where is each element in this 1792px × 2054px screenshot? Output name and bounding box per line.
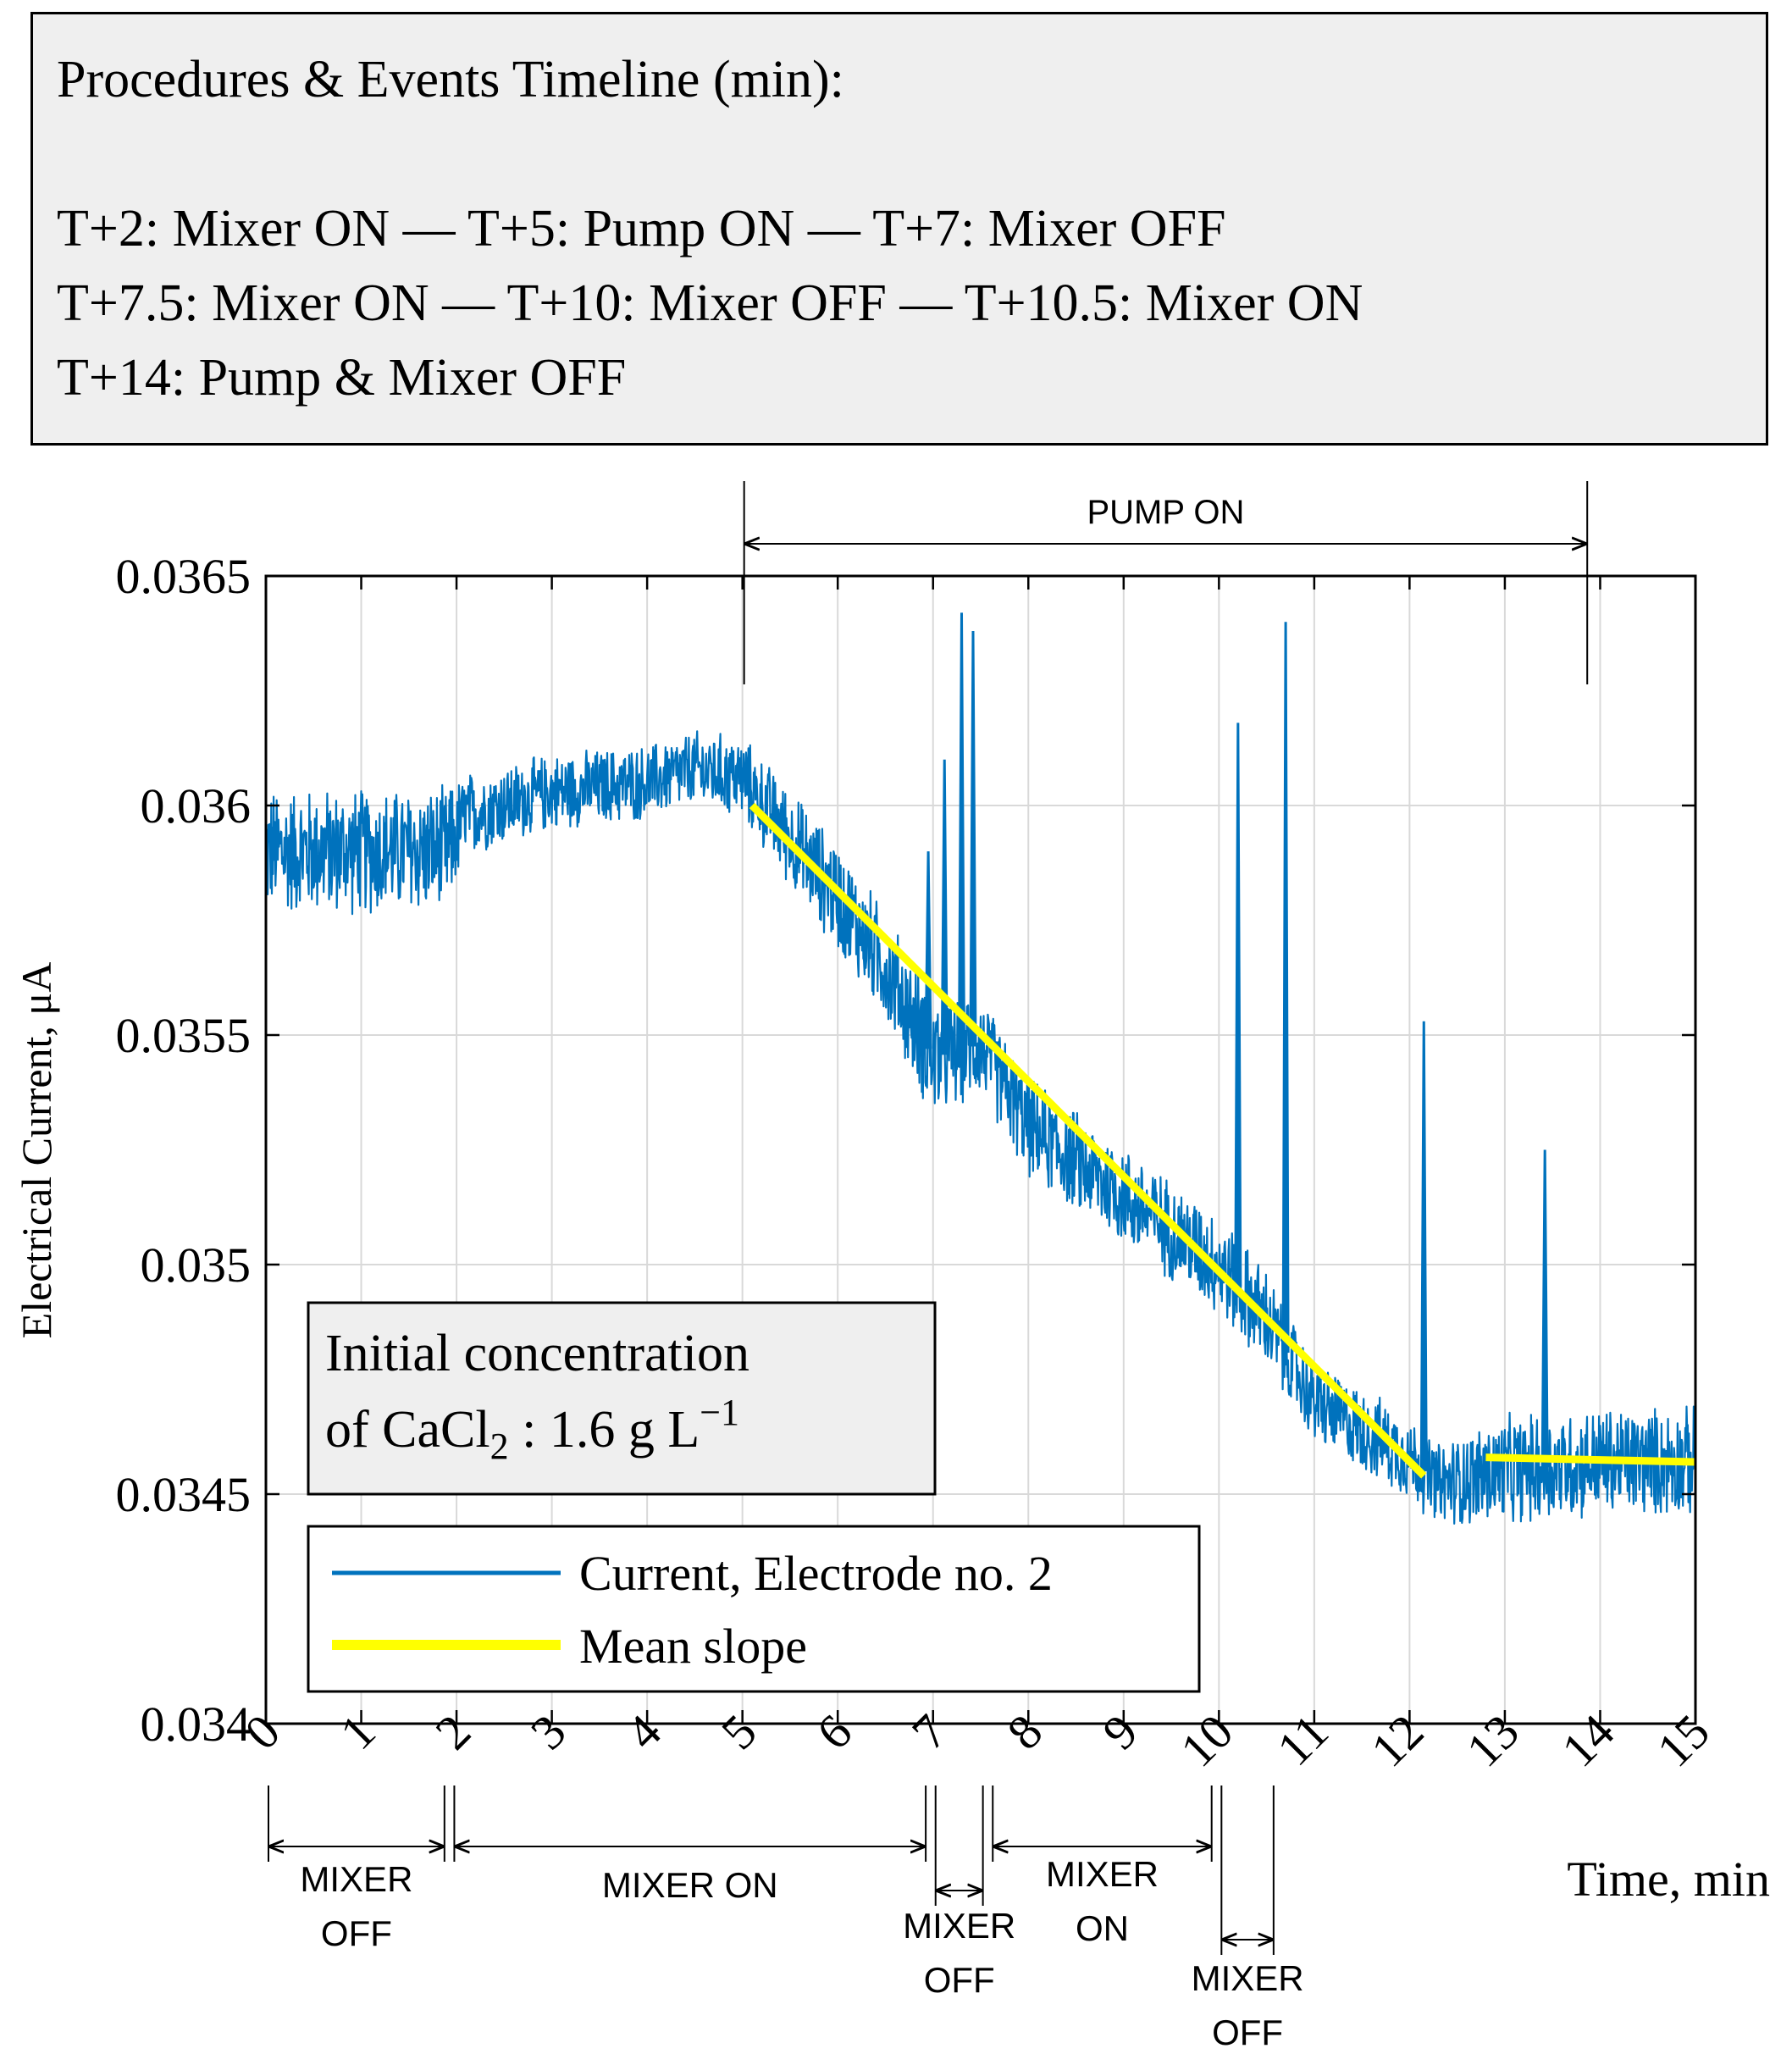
timeline-title: Procedures & Events Timeline (min):: [57, 51, 844, 108]
x-tick-label: 9: [1092, 1703, 1148, 1759]
annotation-box: [307, 1301, 937, 1496]
mixer-span-label: ON: [1076, 1908, 1129, 1948]
current-spike: [1540, 1149, 1549, 1468]
current-trace-group: [266, 612, 1695, 1525]
legend-box: [307, 1525, 1201, 1693]
x-axis-label: Time, min: [1567, 1852, 1770, 1907]
current-spike: [1234, 722, 1242, 1287]
axis-ticks: [264, 574, 1697, 1725]
mixer-span-label: MIXER: [903, 1906, 1015, 1946]
x-tick-label: 3: [520, 1703, 576, 1759]
mixer-span-label: OFF: [321, 1913, 392, 1953]
mixer-span-label: MIXER: [1192, 1958, 1304, 1998]
mean-slope-line: [1485, 1453, 1695, 1466]
x-tick-label: 8: [997, 1703, 1053, 1759]
x-tick-label: 14: [1551, 1703, 1624, 1777]
concentration-annotation: Initial concentration of CaCl2 : 1.6 g L…: [307, 1301, 937, 1496]
y-tick-label: 0.0365: [116, 549, 252, 604]
y-tick-label: 0.036: [141, 778, 252, 833]
mixer-span-label: MIXER: [1046, 1854, 1159, 1894]
current-spike: [940, 759, 949, 1055]
legend: Current, Electrode no. 2 Mean slope: [307, 1525, 1201, 1693]
x-tick-label: 15: [1646, 1703, 1720, 1777]
mean-slope-line: [749, 802, 1427, 1479]
timeline-line-2: T+7.5: Mixer ON — T+10: Mixer OFF — T+10…: [57, 274, 1363, 332]
mixer-span-label: MIXER ON: [602, 1865, 778, 1905]
plot-frame: [264, 574, 1697, 1725]
current-spike: [924, 851, 932, 1049]
mixer-annotations: MIXER OFF MIXER ON MIXER OFF MIXER ON MIXER OFF: [268, 1785, 1304, 2052]
x-tick-label: 2: [425, 1703, 481, 1759]
x-tick-label: 12: [1360, 1703, 1434, 1777]
mean-slope-group: [749, 802, 1695, 1479]
mixer-span-label: MIXER: [300, 1859, 412, 1899]
annotation-line-2: of CaCl2 : 1.6 g L−1: [325, 1392, 739, 1467]
x-tick-label: 1: [329, 1703, 385, 1759]
timeline-line-3: T+14: Pump & Mixer OFF: [57, 349, 627, 407]
pump-on-label: PUMP ON: [1087, 494, 1244, 531]
current-spike: [969, 631, 977, 1047]
y-tick-labels: 0.034 0.0345 0.035 0.0355 0.036 0.0365: [116, 549, 252, 1752]
x-tick-label: 10: [1170, 1703, 1243, 1777]
legend-current-label: Current, Electrode no. 2: [579, 1546, 1053, 1601]
x-tick-label: 6: [806, 1703, 862, 1759]
current-spike: [1419, 1021, 1428, 1471]
x-tick-label: 5: [711, 1703, 766, 1759]
annotation-line-1: Initial concentration: [325, 1325, 749, 1382]
mixer-span-label: OFF: [924, 1960, 995, 2000]
x-tick-label: 11: [1266, 1703, 1338, 1775]
y-tick-label: 0.0355: [116, 1008, 252, 1063]
y-tick-label: 0.0345: [116, 1467, 252, 1522]
mixer-span-label: OFF: [1212, 2012, 1283, 2052]
events-timeline-box: Procedures & Events Timeline (min): T+2:…: [30, 12, 1768, 446]
legend-slope-label: Mean slope: [579, 1619, 807, 1674]
y-axis-label: Electrical Current, μA: [13, 962, 60, 1339]
current-spike: [1281, 622, 1290, 1354]
timeline-line-1: T+2: Mixer ON — T+5: Pump ON — T+7: Mixe…: [57, 200, 1226, 257]
current-trace: [266, 730, 1695, 1525]
x-tick-label: 7: [901, 1703, 957, 1759]
x-tick-label: 4: [616, 1703, 672, 1759]
y-tick-label: 0.035: [141, 1237, 252, 1293]
y-tick-label: 0.034: [141, 1697, 252, 1752]
x-tick-label: 13: [1456, 1703, 1529, 1777]
pump-on-annotation: PUMP ON: [743, 481, 1589, 684]
current-spike: [957, 612, 965, 1050]
